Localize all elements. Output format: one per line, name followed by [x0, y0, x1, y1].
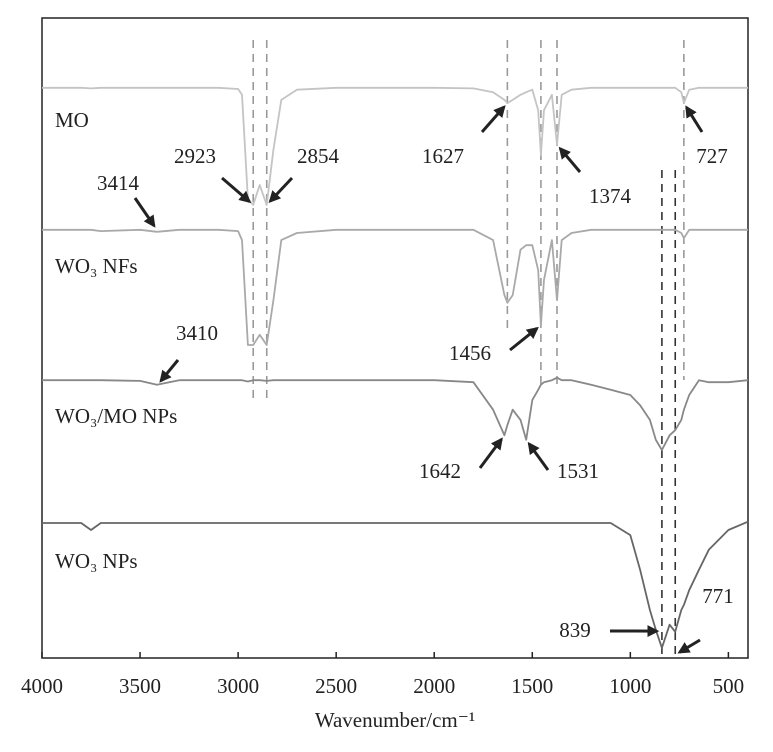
plot-frame	[41, 17, 749, 659]
annotation-arrow	[221, 176, 252, 204]
spectrum-line	[42, 228, 748, 346]
annotation-label: 3414	[97, 171, 140, 195]
x-tick-label: 2000	[413, 674, 455, 698]
annotation-arrow	[677, 638, 701, 654]
x-tick-label: 1500	[511, 674, 553, 698]
annotation-label: 1531	[557, 459, 599, 483]
annotation-label: 3410	[176, 321, 218, 345]
annotation-arrow	[558, 146, 582, 173]
x-tick-label: 3500	[119, 674, 161, 698]
annotation-arrow	[527, 441, 550, 471]
annotation-label: 1642	[419, 459, 461, 483]
annotation-label: 727	[696, 144, 728, 168]
series-label: WO₃ NFs	[55, 254, 138, 278]
x-tick-label: 4000	[21, 674, 63, 698]
annotation-arrow	[478, 437, 503, 469]
annotation-label: 1456	[449, 341, 491, 365]
annotation-arrow	[159, 359, 180, 383]
annotation-label: 1627	[422, 144, 464, 168]
spectrum-line	[42, 376, 749, 451]
spectrum-line	[42, 86, 748, 206]
series-label: WO₃/MO NPs	[55, 404, 177, 428]
x-tick-label: 1000	[609, 674, 651, 698]
series-label: MO	[55, 108, 89, 132]
annotation-arrow	[509, 326, 539, 352]
x-axis-label: Wavenumber/cm⁻¹	[315, 708, 475, 732]
annotation-arrow	[685, 105, 704, 133]
annotation-arrow	[133, 197, 156, 228]
annotation-label: 1374	[589, 184, 632, 208]
annotation-label: 2854	[297, 144, 340, 168]
series-label: WO₃ NPs	[55, 549, 138, 573]
annotation-label: 2923	[174, 144, 216, 168]
annotation-arrow	[480, 105, 506, 133]
x-tick-label: 500	[713, 674, 745, 698]
spectrum-line	[42, 520, 749, 649]
x-tick-label: 3000	[217, 674, 259, 698]
annotation-arrow	[268, 176, 294, 203]
x-tick-label: 2500	[315, 674, 357, 698]
annotation-label: 839	[559, 618, 591, 642]
annotation-label: 771	[702, 584, 734, 608]
